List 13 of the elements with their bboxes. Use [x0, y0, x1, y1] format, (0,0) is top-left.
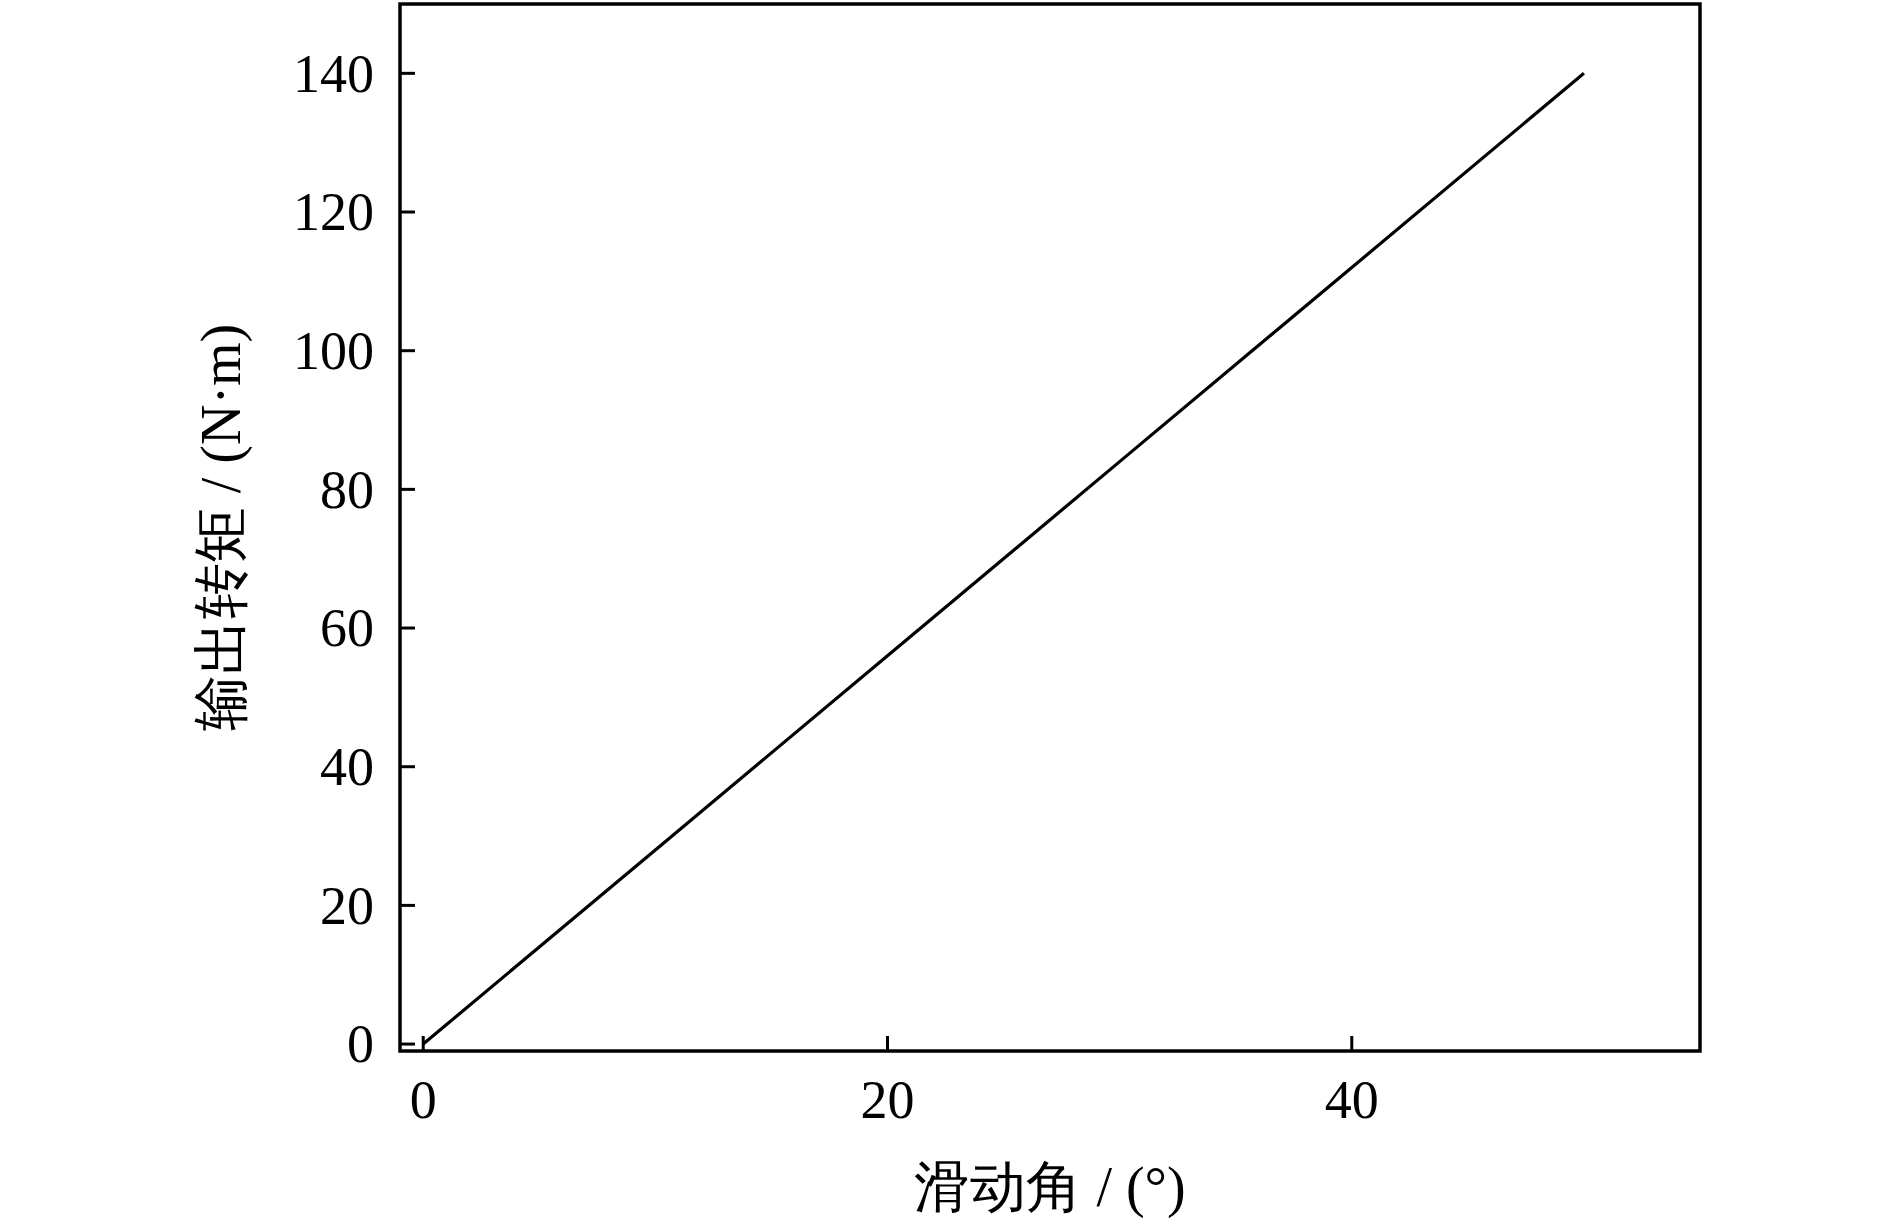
- x-axis-title: 滑动角 / (°): [914, 1156, 1186, 1219]
- y-tick-label: 120: [293, 182, 374, 243]
- y-tick-label: 80: [320, 459, 374, 520]
- y-tick-label: 0: [347, 1014, 374, 1075]
- y-tick-label: 40: [320, 737, 374, 798]
- y-tick-label: 20: [320, 875, 374, 936]
- y-axis-title: 输出转矩 / (N·m): [190, 323, 253, 732]
- y-tick-label: 140: [293, 43, 374, 104]
- x-tick-label: 40: [1324, 1070, 1379, 1130]
- y-tick-label: 60: [320, 598, 374, 659]
- y-tick-label: 100: [293, 321, 374, 382]
- x-tick-label: 0: [409, 1070, 437, 1130]
- x-tick-label: 20: [860, 1070, 915, 1130]
